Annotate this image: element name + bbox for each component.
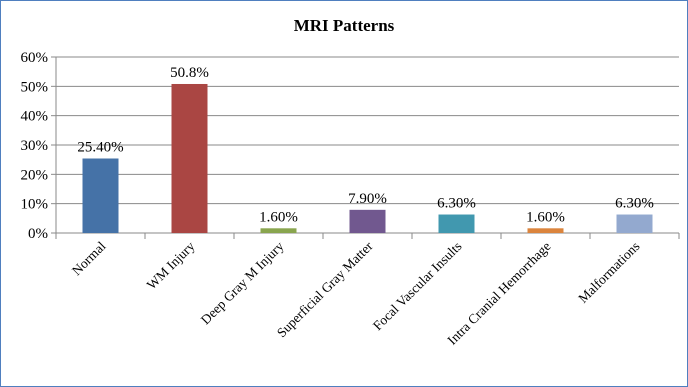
- category-label: Intra Cranial Hemorrhage: [444, 239, 553, 348]
- category-labels: Normal WM Injury Deep Gray M InjurySuperfi…: [69, 238, 643, 348]
- y-axis-ticks: 0% 10% 20% 30% 40% 50% 60%: [21, 50, 49, 242]
- y-tick-label: 0%: [28, 226, 48, 242]
- y-tick-label: 40%: [21, 109, 49, 125]
- data-label: 7.90%: [348, 191, 387, 207]
- bar: [527, 228, 564, 233]
- gridlines: [51, 56, 680, 239]
- data-label: 50.8%: [170, 65, 209, 81]
- bar: [349, 209, 386, 233]
- data-label: 1.60%: [526, 209, 565, 225]
- chart-title: MRI Patterns: [294, 16, 395, 35]
- category-label: Normal: [69, 238, 109, 278]
- bars: [82, 83, 653, 233]
- y-tick-label: 10%: [21, 197, 49, 213]
- category-label: Deep Gray M Injury: [198, 238, 287, 327]
- y-tick-label: 30%: [21, 138, 49, 154]
- y-tick-label: 20%: [21, 167, 49, 183]
- bar: [438, 214, 475, 233]
- y-tick-label: 50%: [21, 79, 49, 95]
- data-label: 6.30%: [437, 196, 476, 212]
- data-label: 25.40%: [77, 139, 123, 155]
- category-label: WM Injury: [144, 238, 198, 292]
- data-label: 1.60%: [259, 209, 298, 225]
- y-tick-label: 60%: [21, 50, 49, 66]
- bar: [260, 228, 297, 233]
- bar: [82, 158, 119, 233]
- data-labels: 25.40% 50.8% 1.60% 7.90% 6.30% 1.60% 6.30%: [77, 65, 654, 225]
- bar: [171, 83, 208, 233]
- category-label: Superficial Gray Matter: [274, 238, 376, 340]
- category-label: Malformations: [575, 239, 642, 306]
- category-label: Focal Vascular Insults: [370, 239, 465, 334]
- data-label: 6.30%: [615, 196, 654, 212]
- bar: [616, 214, 653, 233]
